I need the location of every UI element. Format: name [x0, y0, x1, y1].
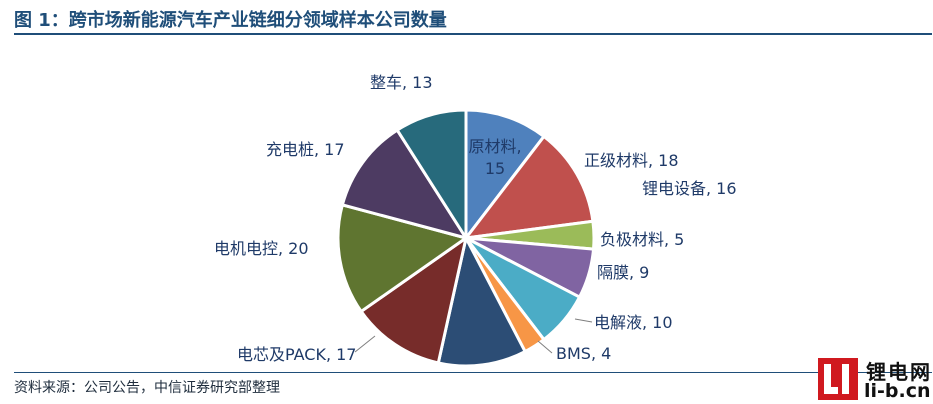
pie-slice: [464, 108, 547, 243]
slice-label: BMS, 4: [556, 344, 611, 363]
slice-label: 充电桩, 17: [266, 140, 345, 159]
slice-label: 整车, 13: [370, 73, 433, 92]
slice-label: 负极材料, 5: [600, 230, 684, 249]
pie-slice: [359, 234, 469, 365]
pie-slice: [336, 203, 470, 314]
source-rule: [14, 372, 932, 373]
slice-label: 隔膜, 9: [597, 263, 649, 282]
watermark-en-text: li-b.cn: [864, 380, 931, 402]
watermark-logo: 锂电网 li-b.cn: [818, 354, 932, 404]
source-note: 资料来源：公司公告，中信证券研究部整理: [14, 380, 280, 396]
slice-label: 电芯及PACK, 17: [237, 345, 357, 364]
leader-line: [537, 340, 553, 354]
pie-slice: [340, 127, 470, 241]
pie-chart: 原材料, 15 正级材料, 18 负极材料, 5 隔膜, 9 电解液, 10 BMS, 4 电…: [214, 73, 737, 368]
slice-label: 电机电控, 20: [214, 239, 309, 258]
annotation-label: 锂电设备, 16: [642, 179, 737, 198]
slice-value-label: 15: [485, 159, 505, 178]
leader-line: [574, 318, 593, 323]
pie-slice: [462, 134, 595, 240]
pie-slice: [395, 108, 468, 244]
watermark-cn-text: 锂电网: [866, 360, 932, 384]
slice-label: 正级材料, 18: [584, 151, 679, 170]
slice-label: 原材料,: [468, 137, 521, 156]
leader-line: [354, 335, 376, 353]
slice-label: 电解液, 10: [594, 313, 673, 332]
title-rule: [14, 33, 932, 35]
chart-title: 图 1：跨市场新能源汽车产业链细分领域样本公司数量: [14, 10, 447, 31]
li-logo-icon: [818, 358, 858, 400]
